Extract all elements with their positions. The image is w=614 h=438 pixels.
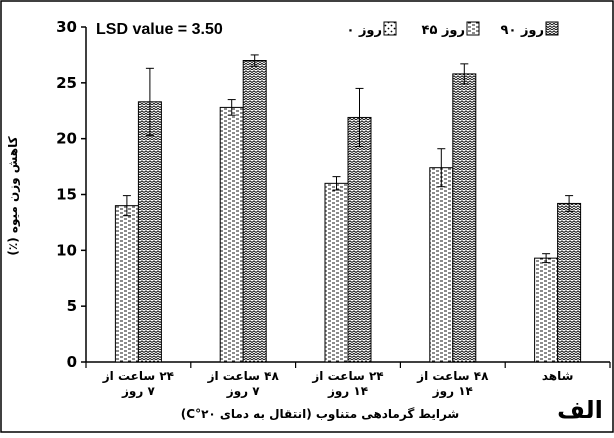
legend: روز ۰ روز ۴۵ روز ۹۰ bbox=[346, 21, 559, 38]
y-tick-label-0: 0 bbox=[67, 353, 77, 371]
bar-series2-cat4 bbox=[557, 202, 582, 363]
y-tick-label-1: 5 bbox=[67, 297, 77, 315]
bar-series2-cat3 bbox=[452, 73, 477, 363]
category-sublabel-2: ۱۴ روز bbox=[327, 384, 368, 399]
bar-series2-cat1 bbox=[242, 60, 267, 363]
category-label-3: ۴۸ ساعت از bbox=[416, 369, 489, 383]
lsd-annotation: LSD value = 3.50 bbox=[96, 21, 223, 38]
bar-series1-cat0 bbox=[114, 205, 139, 363]
category-sublabel-3: ۱۴ روز bbox=[432, 384, 473, 399]
legend-label-1: روز ۴۵ bbox=[422, 23, 465, 38]
bar-series1-cat1 bbox=[219, 106, 244, 363]
bar-series2-cat0 bbox=[137, 101, 162, 363]
legend-label-2: روز ۹۰ bbox=[501, 23, 544, 38]
y-tick-label-4: 20 bbox=[56, 130, 77, 148]
category-label-1: ۴۸ ساعت از bbox=[207, 369, 280, 383]
legend-label-0: روز ۰ bbox=[346, 23, 382, 38]
category-sublabel-1: ۷ روز bbox=[226, 384, 260, 399]
y-axis-title: کاهش وزن میوه (٪) bbox=[6, 136, 21, 255]
y-tick-label-6: 30 bbox=[56, 18, 77, 36]
y-tick-label-2: 10 bbox=[56, 241, 77, 259]
legend-swatch-0 bbox=[383, 21, 397, 36]
bar-series1-cat2 bbox=[324, 182, 349, 363]
category-sublabel-0: ۷ روز bbox=[121, 384, 155, 399]
bar-series2-cat2 bbox=[347, 116, 372, 363]
y-tick-label-3: 15 bbox=[56, 186, 77, 204]
legend-swatch-1 bbox=[466, 21, 480, 36]
category-label-2: ۲۴ ساعت از bbox=[311, 369, 383, 383]
x-axis-title: شرایط گرمادهی متناوب (انتقال به دمای ۲۰°… bbox=[181, 407, 459, 422]
bar-series1-cat4 bbox=[534, 257, 559, 363]
legend-swatch-2 bbox=[545, 21, 559, 36]
category-label-0: ۲۴ ساعت از bbox=[102, 369, 174, 383]
bar-series1-cat3 bbox=[429, 167, 454, 363]
category-label-4: شاهد bbox=[542, 369, 574, 383]
y-tick-label-5: 25 bbox=[56, 74, 77, 92]
panel-label: الف bbox=[557, 396, 603, 424]
